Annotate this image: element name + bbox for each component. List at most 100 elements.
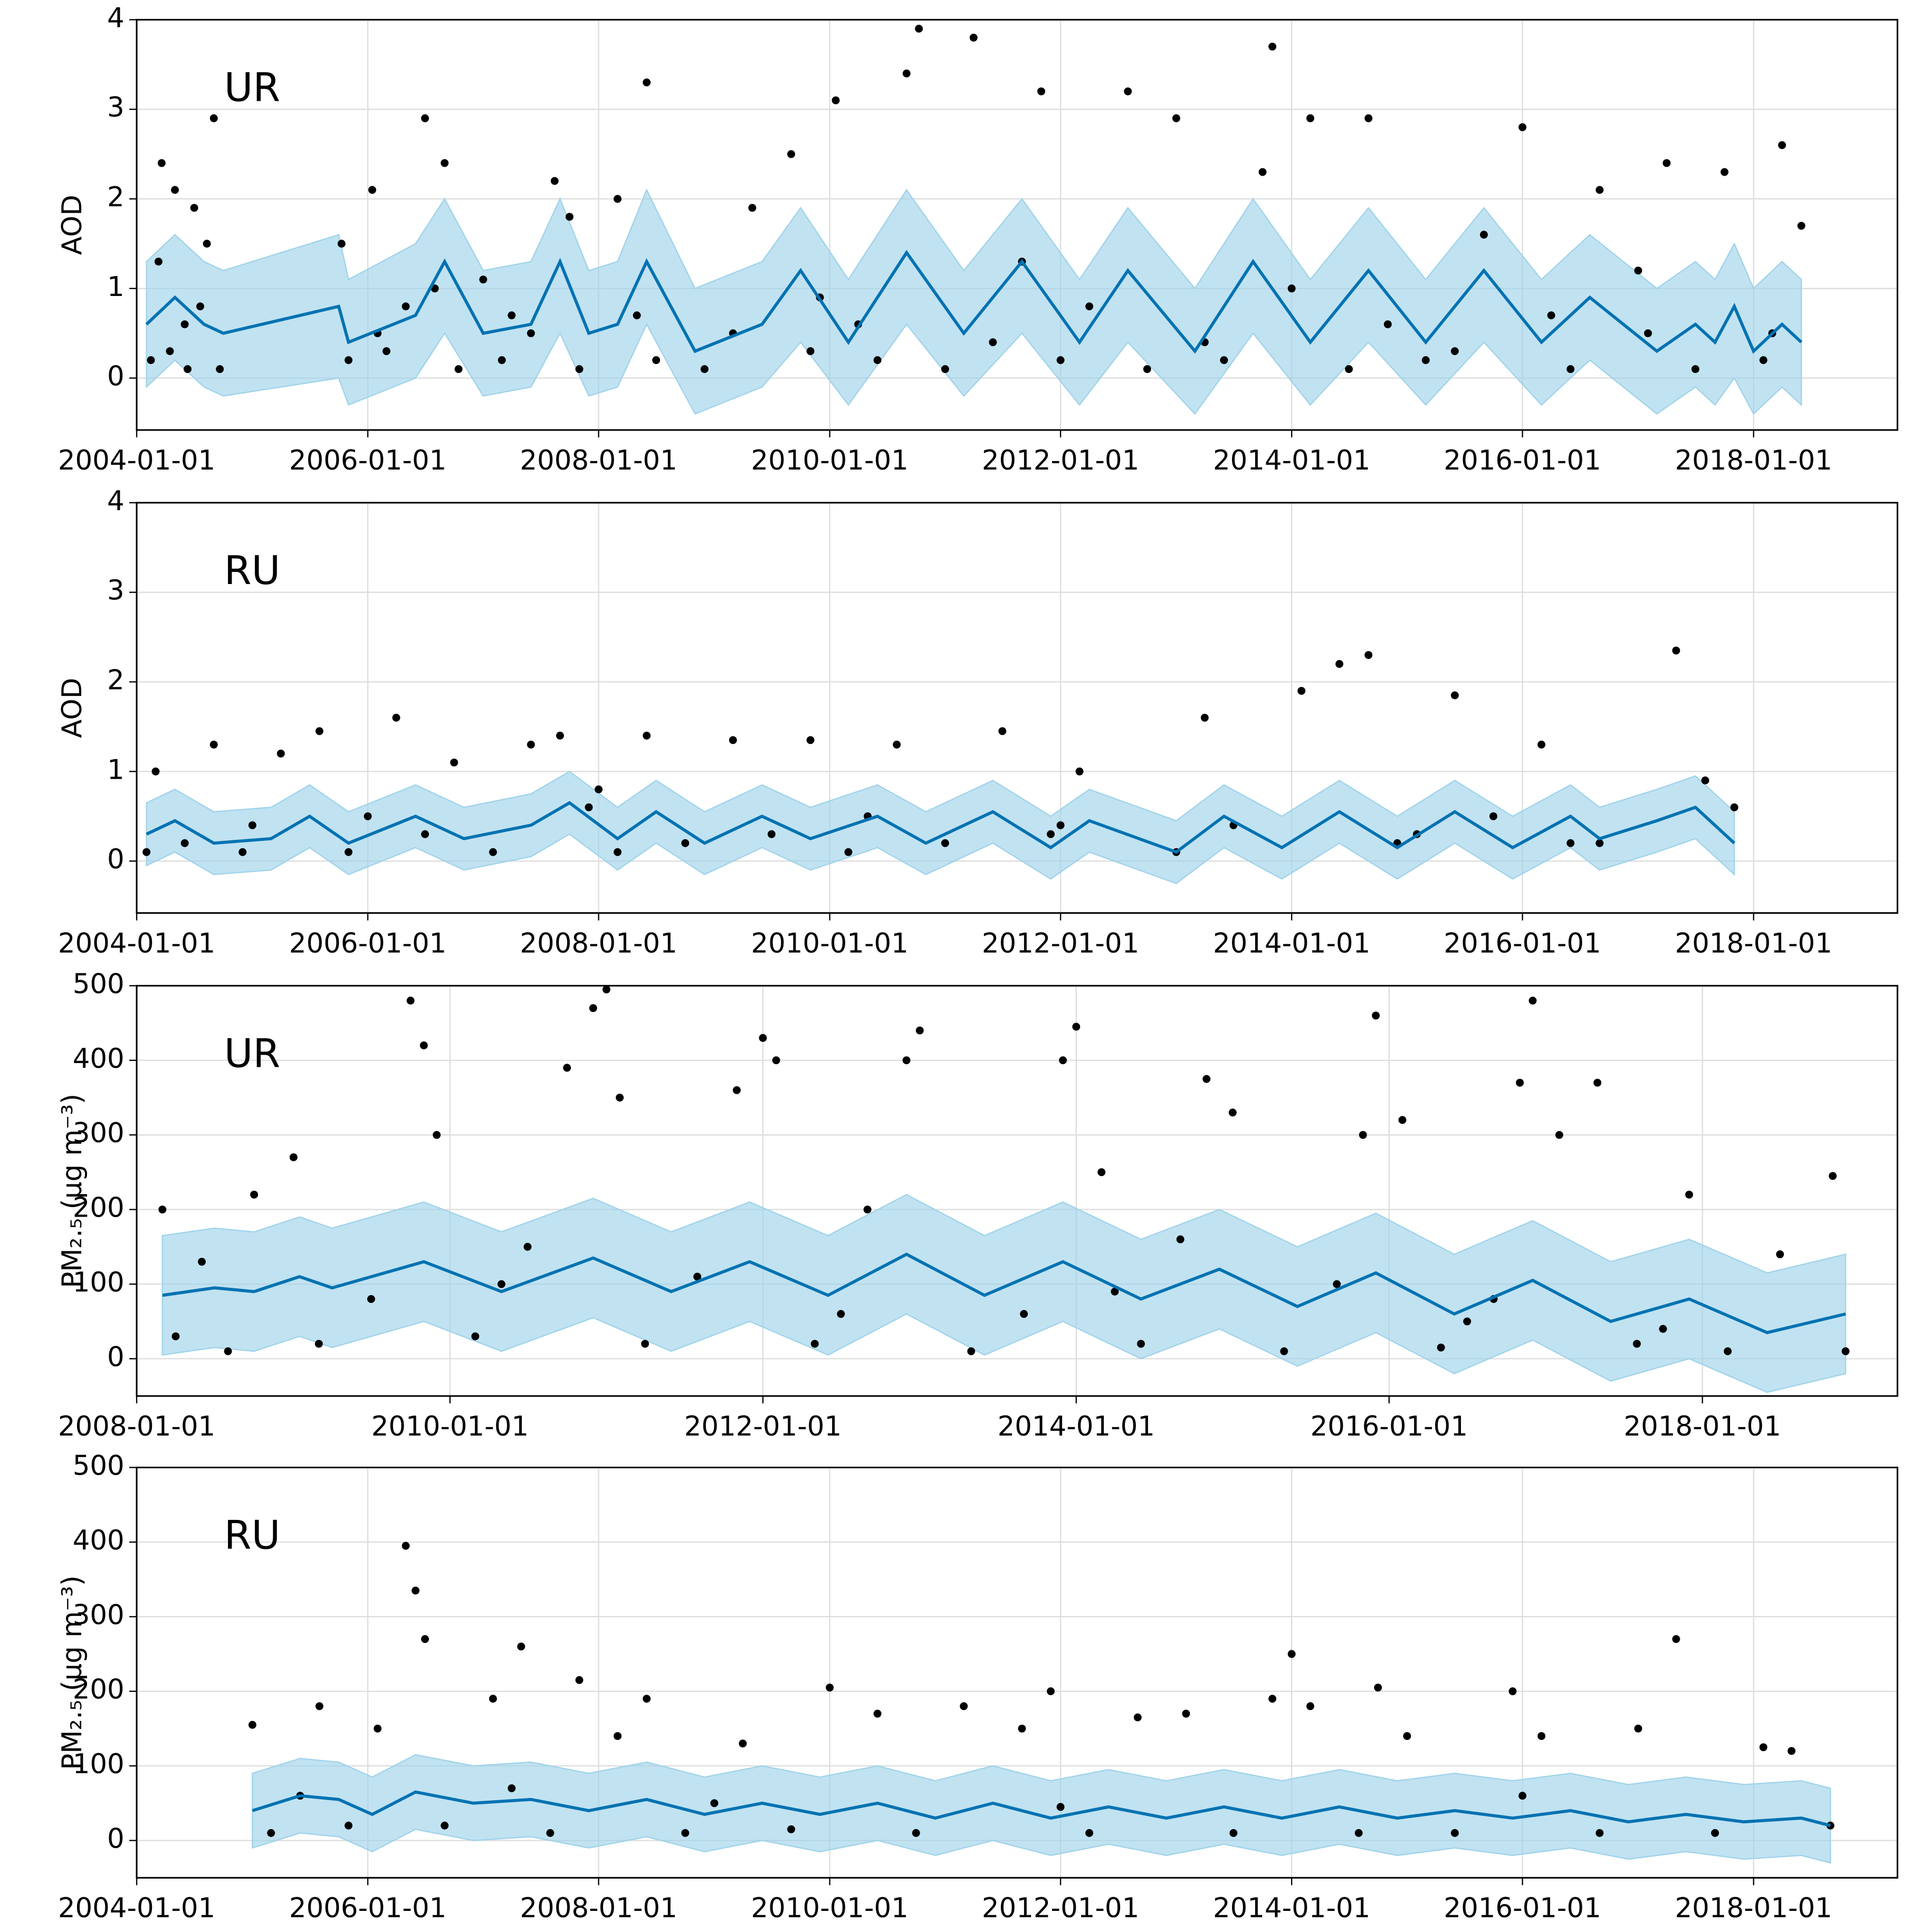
y-tick-label: 2 (107, 181, 125, 213)
observation (1085, 1829, 1094, 1837)
y-tick-label: 3 (107, 92, 125, 123)
observation (1229, 1829, 1238, 1837)
observation (1450, 691, 1459, 700)
x-tick-label: 2014-01-01 (1213, 1892, 1370, 1924)
observation (693, 1273, 702, 1281)
x-tick-label: 2006-01-01 (289, 927, 446, 959)
observation (565, 213, 574, 221)
observation (1037, 87, 1045, 95)
observation (1518, 1792, 1527, 1800)
panel-label: UR (224, 64, 281, 110)
observation (759, 1034, 767, 1042)
observation (158, 1206, 167, 1214)
observation (345, 356, 353, 365)
observation (1450, 1829, 1459, 1837)
observation (710, 1799, 719, 1807)
observation (1632, 1340, 1641, 1348)
y-tick-label: 400 (73, 1525, 125, 1556)
observation (367, 1295, 375, 1303)
observation (614, 848, 622, 856)
observation (556, 731, 564, 740)
observation (787, 150, 795, 158)
observation (1555, 1131, 1563, 1139)
observation (209, 114, 218, 122)
observation (1829, 1172, 1837, 1180)
observation (190, 204, 198, 212)
x-tick-label: 2014-01-01 (1213, 445, 1370, 476)
observation (147, 356, 155, 365)
observation (748, 204, 757, 212)
observation (1593, 1078, 1602, 1087)
observation (406, 997, 415, 1005)
observation (633, 311, 641, 320)
observation (1788, 1747, 1796, 1755)
observation (563, 1064, 571, 1072)
axes-frame (136, 984, 1898, 1397)
observation (1403, 1732, 1411, 1740)
observation (787, 1825, 795, 1833)
observation (1383, 320, 1392, 329)
observation (1268, 1695, 1277, 1703)
x-tick-label: 2004-01-01 (58, 927, 215, 959)
observation (960, 1702, 968, 1710)
x-tick-label: 2008-01-01 (520, 445, 677, 476)
observation (1306, 114, 1314, 122)
observation (652, 356, 661, 365)
observation (1730, 803, 1738, 811)
observation (1463, 1317, 1472, 1326)
observation (402, 1542, 410, 1550)
observation (739, 1739, 747, 1748)
observation (1721, 168, 1729, 176)
observation (1075, 767, 1084, 776)
observation (248, 1720, 256, 1729)
x-tick-label: 2004-01-01 (58, 1892, 215, 1924)
observation (314, 1340, 323, 1348)
observation (1841, 1347, 1850, 1355)
observation (1306, 1702, 1314, 1710)
observation (729, 736, 737, 744)
observation (810, 1340, 819, 1348)
observation (489, 848, 497, 856)
observation (1228, 1108, 1237, 1117)
observation (450, 758, 458, 767)
x-tick-label: 2012-01-01 (982, 1892, 1139, 1924)
observation (1111, 1287, 1119, 1296)
observation (1518, 123, 1527, 131)
y-tick-label: 0 (107, 1341, 125, 1373)
observation (1516, 1078, 1524, 1087)
observation (1398, 1116, 1407, 1124)
x-tick-label: 2016-01-01 (1311, 1411, 1468, 1442)
observation (732, 1086, 741, 1094)
panel-label: UR (224, 1030, 281, 1076)
observation (198, 1258, 206, 1266)
observation (1759, 356, 1767, 365)
observation (772, 1056, 780, 1065)
observation (1711, 1829, 1719, 1837)
observation (471, 1332, 480, 1341)
observation (585, 803, 593, 811)
observation (250, 1190, 259, 1199)
observation (1364, 651, 1373, 659)
y-tick-label: 4 (107, 2, 125, 34)
observation (171, 186, 179, 194)
y-tick-label: 2 (107, 664, 125, 696)
observation (1372, 1011, 1380, 1020)
observation (441, 1821, 449, 1830)
y-tick-label: 0 (107, 1823, 125, 1855)
y-tick-label: 100 (73, 1267, 125, 1298)
observation (364, 812, 372, 820)
observation (142, 848, 151, 856)
observation (238, 848, 247, 856)
observation (1759, 1743, 1767, 1752)
observation (1659, 1325, 1667, 1333)
y-axis-label: PM₂.₅ (μg m⁻³) (56, 1094, 88, 1288)
observation (1143, 365, 1151, 374)
observation (184, 365, 192, 374)
observation (412, 1586, 420, 1595)
x-tick-label: 2014-01-01 (1213, 927, 1370, 959)
observation (1136, 1340, 1145, 1348)
observation (508, 311, 516, 320)
x-tick-label: 2016-01-01 (1444, 445, 1601, 476)
observation (489, 1695, 497, 1703)
